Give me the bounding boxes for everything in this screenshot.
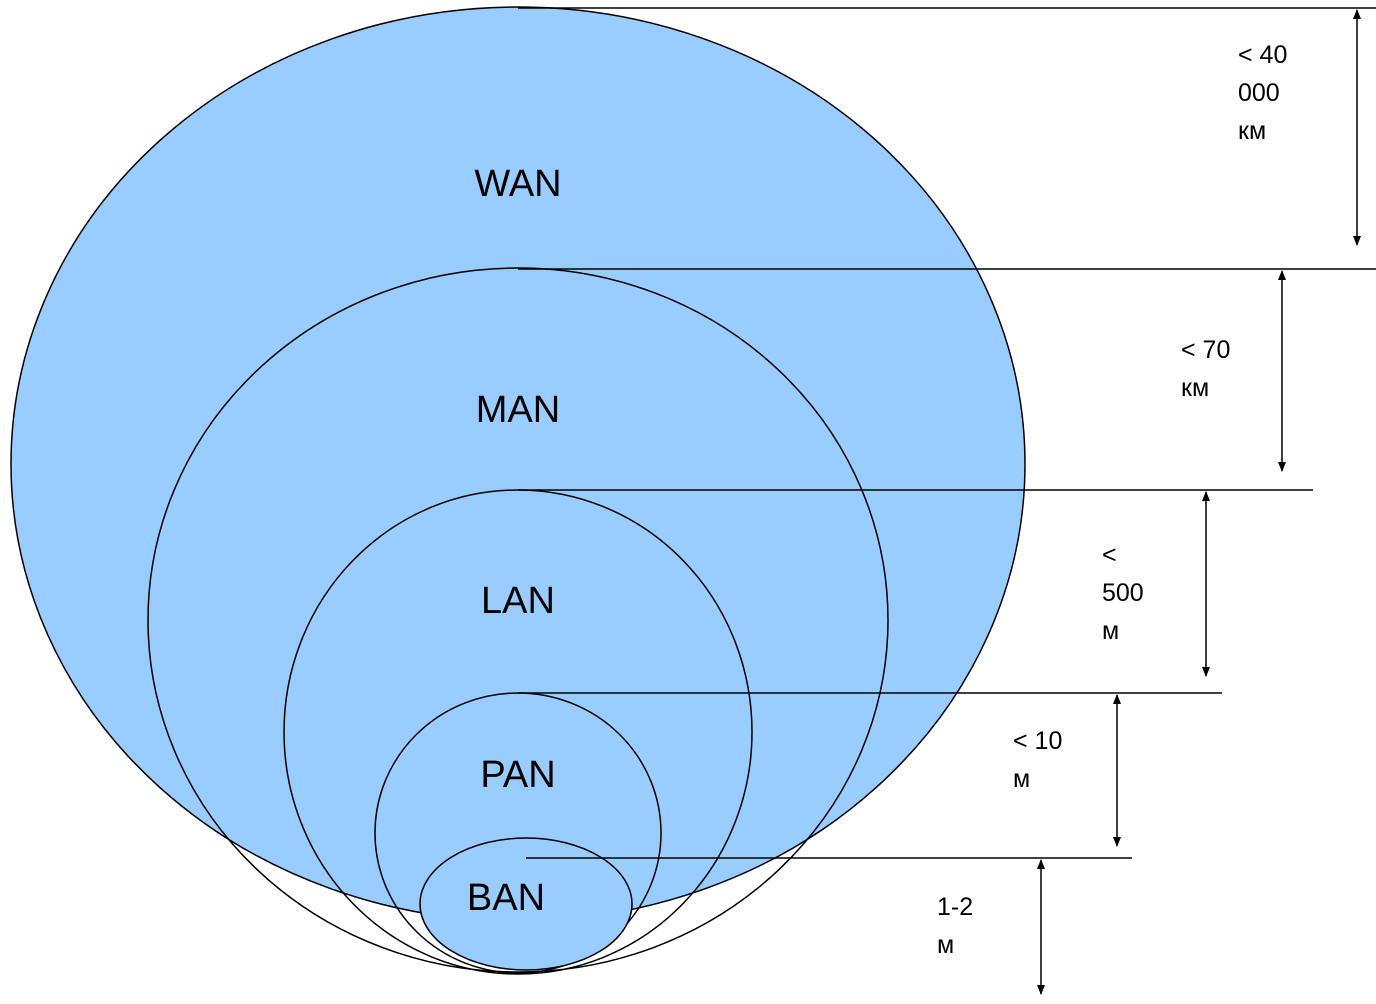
man-range-label: < 70 км xyxy=(1181,331,1230,407)
lan-range-line-1: < xyxy=(1102,541,1117,569)
ban-label: BAN xyxy=(467,877,545,919)
ban-ellipse xyxy=(419,837,633,971)
lan-label: LAN xyxy=(481,580,555,622)
pan-range-line-2: м xyxy=(1013,765,1031,793)
wan-range-label: < 40 000 км xyxy=(1238,36,1287,150)
pan-label: PAN xyxy=(480,754,555,796)
lan-range-line-2: 500 xyxy=(1102,579,1144,607)
wan-label: WAN xyxy=(474,163,561,205)
pan-range-label: < 10 м xyxy=(1013,722,1062,798)
ban-range-label: 1-2 м xyxy=(937,888,973,964)
man-range-line-1: < 70 xyxy=(1181,336,1231,364)
ban-range-line-2: м xyxy=(937,931,955,959)
man-ellipse xyxy=(147,267,889,973)
pan-range-line-1: < 10 xyxy=(1013,727,1063,755)
lan-range-line-3: м xyxy=(1102,617,1120,645)
lan-range-label: < 500 м xyxy=(1102,536,1144,650)
wan-range-line-2: 000 xyxy=(1238,79,1280,107)
man-label: MAN xyxy=(476,389,560,431)
ban-range-line-1: 1-2 xyxy=(937,893,974,921)
wan-range-line-3: км xyxy=(1238,117,1267,145)
wan-range-line-1: < 40 xyxy=(1238,41,1288,69)
man-range-line-2: км xyxy=(1181,374,1210,402)
